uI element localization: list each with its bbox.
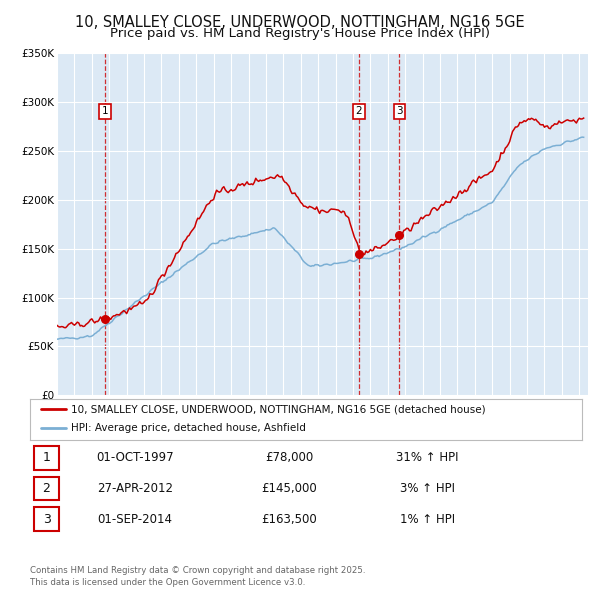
Text: £78,000: £78,000 — [265, 451, 314, 464]
Text: Price paid vs. HM Land Registry's House Price Index (HPI): Price paid vs. HM Land Registry's House … — [110, 27, 490, 40]
FancyBboxPatch shape — [34, 446, 59, 470]
Text: 31% ↑ HPI: 31% ↑ HPI — [396, 451, 458, 464]
Text: 3: 3 — [43, 513, 50, 526]
Text: 1: 1 — [101, 106, 108, 116]
Text: £163,500: £163,500 — [262, 513, 317, 526]
Text: Contains HM Land Registry data © Crown copyright and database right 2025.
This d: Contains HM Land Registry data © Crown c… — [30, 566, 365, 587]
Text: 10, SMALLEY CLOSE, UNDERWOOD, NOTTINGHAM, NG16 5GE (detached house): 10, SMALLEY CLOSE, UNDERWOOD, NOTTINGHAM… — [71, 405, 486, 414]
Text: £145,000: £145,000 — [262, 482, 317, 495]
Text: 1: 1 — [43, 451, 50, 464]
Text: HPI: Average price, detached house, Ashfield: HPI: Average price, detached house, Ashf… — [71, 423, 306, 433]
FancyBboxPatch shape — [34, 477, 59, 500]
Text: 10, SMALLEY CLOSE, UNDERWOOD, NOTTINGHAM, NG16 5GE: 10, SMALLEY CLOSE, UNDERWOOD, NOTTINGHAM… — [75, 15, 525, 30]
FancyBboxPatch shape — [34, 507, 59, 531]
Text: 1% ↑ HPI: 1% ↑ HPI — [400, 513, 455, 526]
Text: 3% ↑ HPI: 3% ↑ HPI — [400, 482, 455, 495]
Text: 2: 2 — [355, 106, 362, 116]
Text: 01-SEP-2014: 01-SEP-2014 — [97, 513, 172, 526]
Text: 01-OCT-1997: 01-OCT-1997 — [96, 451, 173, 464]
Text: 2: 2 — [43, 482, 50, 495]
Text: 3: 3 — [396, 106, 403, 116]
Text: 27-APR-2012: 27-APR-2012 — [97, 482, 173, 495]
